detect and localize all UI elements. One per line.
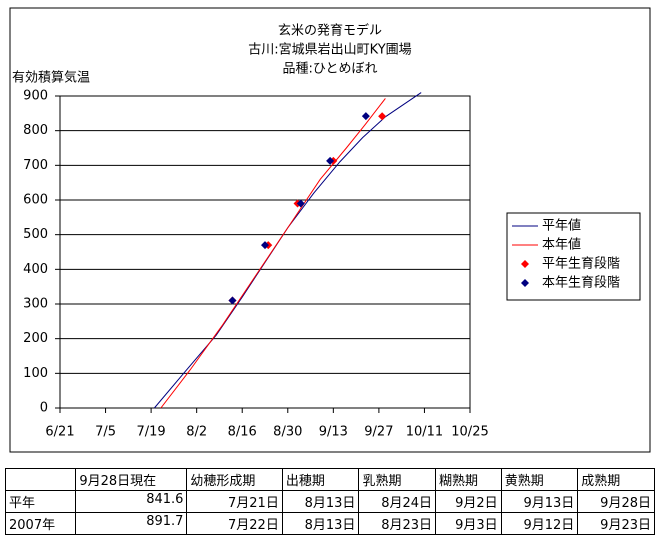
legend-label: 本年生育段階: [542, 275, 620, 291]
table-cell: 8月24日: [358, 490, 437, 513]
line: [160, 98, 386, 409]
table-cell: 9月13日: [500, 490, 579, 513]
point: [261, 241, 269, 250]
table-row: 2007年 891.7 7月22日 8月13日 8月23日 9月3日 9月12日 9月23日: [4, 512, 655, 535]
x-tick-label: 8/2: [186, 425, 207, 440]
x-tick-label: 8/16: [228, 425, 257, 440]
point: [326, 156, 335, 165]
y-axis-label: 有効積算気温: [12, 70, 90, 86]
table-cell: 7月22日: [186, 512, 283, 535]
table-cell: 8月23日: [358, 512, 437, 535]
y-tick-label: 800: [23, 123, 48, 138]
table-header: 9月28日現在 幼穂形成期 出穂期 乳熟期 糊熟期 黄熟期 成熟期: [4, 468, 655, 491]
x-tick-label: 6/21: [45, 425, 74, 440]
table-cell: 9月3日: [435, 512, 502, 535]
table-cell: 7月21日: [186, 490, 283, 513]
legend-box: [506, 212, 641, 301]
table-cell: 幼穂形成期: [186, 468, 283, 491]
table-cell: 平年: [4, 490, 77, 513]
x-tick-label: 8/30: [273, 425, 302, 440]
table-cell: 乳熟期: [358, 468, 437, 491]
table-cell: 8月13日: [281, 490, 360, 513]
table-cell: 黄熟期: [500, 468, 579, 491]
table-cell: 841.6: [75, 490, 188, 513]
table-cell: 出穂期: [281, 468, 360, 491]
legend-label: 平年生育段階: [542, 256, 620, 272]
point: [378, 112, 387, 121]
y-tick-label: 400: [23, 262, 48, 277]
plot-area: [59, 95, 471, 409]
table-row: 平年 841.6 7月21日 8月13日 8月24日 9月2日 9月13日 9月28日: [4, 490, 655, 513]
point: [361, 112, 370, 121]
y-tick-label: 100: [23, 366, 48, 381]
chart-subtitle: 品種:ひとめぼれ: [283, 61, 378, 77]
table-cell: [4, 468, 77, 491]
point: [228, 296, 237, 305]
x-tick-label: 9/13: [319, 425, 348, 440]
table-cell: 891.7: [75, 512, 188, 535]
y-tick-label: 600: [23, 193, 48, 208]
table-cell: 9月2日: [435, 490, 502, 513]
table-cell: 9月28日: [577, 490, 655, 513]
legend-label: 平年値: [542, 218, 581, 234]
y-tick-label: 200: [23, 331, 48, 346]
chart: 玄米の発育モデル 古川:宮城県岩出山町KY圃場 品種:ひとめぼれ 有効積算気温 …: [9, 7, 651, 453]
table-cell: 9月28日現在: [75, 468, 188, 491]
chart-title: 玄米の発育モデル: [278, 23, 382, 39]
legend-label: 本年値: [542, 237, 581, 253]
table-cell: 9月12日: [500, 512, 579, 535]
x-tick-label: 10/11: [406, 425, 443, 440]
table-cell: 9月23日: [577, 512, 655, 535]
legend-swatch: [521, 279, 529, 287]
legend-swatch: [521, 260, 529, 268]
x-tick-label: 10/25: [451, 425, 488, 440]
y-tick-label: 900: [23, 89, 48, 104]
point: [296, 199, 305, 208]
table-cell: 2007年: [4, 512, 77, 535]
chart-subtitle: 古川:宮城県岩出山町KY圃場: [248, 42, 411, 58]
table-cell: 糊熟期: [435, 468, 502, 491]
x-tick-label: 7/5: [95, 425, 116, 440]
y-tick-label: 500: [23, 227, 48, 242]
y-tick-label: 300: [23, 297, 48, 312]
table-cell: 8月13日: [281, 512, 360, 535]
data-table: 9月28日現在 幼穂形成期 出穂期 乳熟期 糊熟期 黄熟期 成熟期 平年 841.6 7月21日 8…: [4, 468, 655, 535]
table-cell: 成熟期: [577, 468, 655, 491]
y-tick-label: 700: [23, 158, 48, 173]
x-tick-label: 9/27: [364, 425, 393, 440]
x-tick-label: 7/19: [137, 425, 166, 440]
y-tick-label: 0: [40, 401, 48, 416]
